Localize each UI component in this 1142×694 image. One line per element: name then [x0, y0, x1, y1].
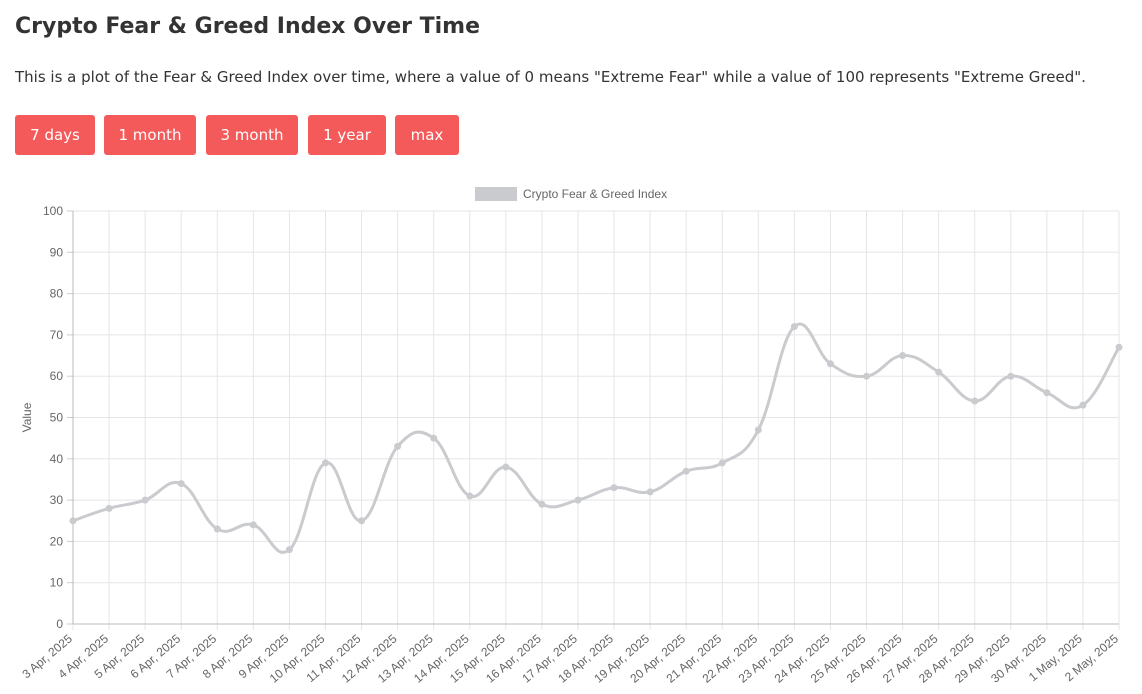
data-point	[754, 426, 762, 434]
y-tick-label: 100	[43, 204, 63, 218]
y-tick-label: 20	[50, 534, 64, 548]
page-title: Crypto Fear & Greed Index Over Time	[15, 14, 481, 39]
data-point	[394, 442, 402, 450]
data-point	[971, 397, 979, 405]
range-button[interactable]: 7 days	[15, 115, 95, 155]
range-button[interactable]: 3 month	[206, 115, 298, 155]
data-point	[502, 463, 510, 471]
data-point	[1043, 389, 1051, 397]
y-axis-title: Value	[20, 402, 34, 432]
data-point	[321, 459, 329, 467]
data-point	[646, 488, 654, 496]
data-point	[1007, 372, 1015, 380]
data-point	[177, 480, 185, 488]
range-button[interactable]: max	[395, 115, 459, 155]
data-point	[358, 517, 366, 525]
y-tick-label: 0	[56, 617, 63, 631]
data-point	[935, 368, 943, 376]
data-point	[538, 500, 546, 508]
legend-swatch	[475, 187, 517, 201]
data-point	[682, 467, 690, 475]
data-point	[790, 323, 798, 331]
description: This is a plot of the Fear & Greed Index…	[15, 68, 1086, 86]
data-point	[718, 459, 726, 467]
legend-label: Crypto Fear & Greed Index	[523, 187, 667, 201]
data-point	[285, 546, 293, 554]
data-point	[1079, 401, 1087, 409]
data-point	[69, 517, 77, 525]
data-point	[105, 504, 113, 512]
data-point	[610, 484, 618, 492]
data-point	[899, 352, 907, 360]
y-tick-label: 60	[50, 369, 64, 383]
range-button[interactable]: 1 year	[308, 115, 386, 155]
data-point	[430, 434, 438, 442]
y-tick-label: 70	[50, 328, 64, 342]
data-point	[213, 525, 221, 533]
y-tick-label: 30	[50, 493, 64, 507]
series-line	[72, 322, 1121, 554]
data-point	[826, 360, 834, 368]
y-tick-label: 50	[50, 411, 64, 425]
data-point	[466, 492, 474, 500]
data-point	[1115, 343, 1123, 351]
data-point	[249, 521, 257, 529]
range-button[interactable]: 1 month	[104, 115, 196, 155]
y-tick-label: 90	[50, 245, 64, 259]
y-tick-label: 40	[50, 452, 64, 466]
y-tick-label: 80	[50, 287, 64, 301]
data-point	[141, 496, 149, 504]
data-point	[574, 496, 582, 504]
y-tick-label: 10	[50, 576, 64, 590]
data-point	[863, 372, 871, 380]
